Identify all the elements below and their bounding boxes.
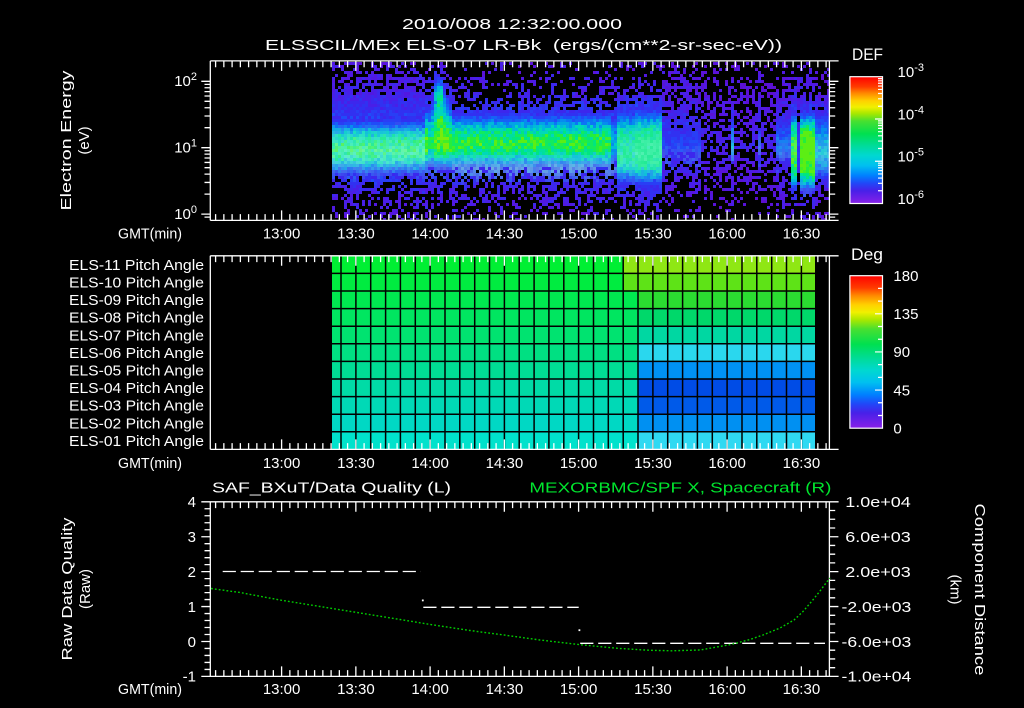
svg-text:14:00: 14:00 [411,681,449,698]
svg-text:GMT(min): GMT(min) [118,455,182,472]
svg-text:13:00: 13:00 [263,225,301,242]
svg-text:(eV): (eV) [76,126,93,154]
svg-text:15:00: 15:00 [560,681,598,698]
svg-text:3: 3 [188,529,196,546]
svg-text:Deg: Deg [851,246,883,264]
svg-text:14:30: 14:30 [486,455,524,472]
svg-text:15:30: 15:30 [634,681,672,698]
svg-text:GMT(min): GMT(min) [118,681,182,698]
svg-text:6.0e+03: 6.0e+03 [845,529,911,546]
svg-text:ELS-10 Pitch Angle: ELS-10 Pitch Angle [69,275,204,292]
svg-text:135: 135 [893,306,918,323]
svg-text:14:00: 14:00 [411,455,449,472]
svg-text:2: 2 [188,564,196,581]
svg-text:ELS-01 Pitch Angle: ELS-01 Pitch Angle [69,433,204,450]
svg-text:13:30: 13:30 [337,681,375,698]
svg-text:ELSSCIL/MEx ELS-07 LR-Bk (erg: ELSSCIL/MEx ELS-07 LR-Bk (ergs/(cm**2-sr… [265,37,782,54]
svg-text:13:30: 13:30 [337,225,375,242]
svg-text:ELS-03 Pitch Angle: ELS-03 Pitch Angle [69,398,204,415]
svg-text:45: 45 [893,382,910,399]
svg-text:15:00: 15:00 [560,225,598,242]
svg-text:ELS-11 Pitch Angle: ELS-11 Pitch Angle [69,257,204,274]
svg-text:14:00: 14:00 [411,225,449,242]
svg-text:180: 180 [893,268,918,285]
svg-text:GMT(min): GMT(min) [118,225,182,242]
svg-text:1.0e+04: 1.0e+04 [845,494,911,511]
svg-text:ELS-06 Pitch Angle: ELS-06 Pitch Angle [69,345,204,362]
svg-text:MEXORBMC/SPF X, Spacecraft (R): MEXORBMC/SPF X, Spacecraft (R) [529,479,831,496]
svg-text:16:30: 16:30 [783,455,821,472]
svg-text:DEF: DEF [852,46,883,64]
svg-text:2.0e+03: 2.0e+03 [845,564,911,581]
svg-text:14:30: 14:30 [486,681,524,698]
svg-text:ELS-04 Pitch Angle: ELS-04 Pitch Angle [69,380,204,397]
svg-text:ELS-08 Pitch Angle: ELS-08 Pitch Angle [69,310,204,327]
svg-text:15:30: 15:30 [634,225,672,242]
svg-text:15:00: 15:00 [560,455,598,472]
svg-text:Component Distance: Component Distance [971,504,988,676]
svg-text:SAF_BXuT/Data Quality (L): SAF_BXuT/Data Quality (L) [212,479,451,496]
svg-text:(Raw): (Raw) [77,569,94,609]
svg-text:ELS-09 Pitch Angle: ELS-09 Pitch Angle [69,292,204,309]
svg-text:0: 0 [188,634,196,651]
svg-text:16:30: 16:30 [783,681,821,698]
svg-text:90: 90 [893,344,910,361]
svg-text:14:30: 14:30 [486,225,524,242]
svg-text:1: 1 [188,599,196,616]
svg-text:-1.0e+04: -1.0e+04 [842,669,912,686]
svg-text:13:00: 13:00 [263,681,301,698]
svg-text:13:30: 13:30 [337,455,375,472]
svg-text:16:00: 16:00 [708,455,746,472]
svg-text:ELS-07 Pitch Angle: ELS-07 Pitch Angle [69,327,204,344]
svg-text:0: 0 [893,421,901,438]
svg-text:-1: -1 [183,669,196,686]
svg-text:2010/008 12:32:00.000: 2010/008 12:32:00.000 [402,16,622,33]
svg-text:13:00: 13:00 [263,455,301,472]
svg-text:15:30: 15:30 [634,455,672,472]
svg-text:16:00: 16:00 [708,225,746,242]
svg-text:ELS-05 Pitch Angle: ELS-05 Pitch Angle [69,363,204,380]
svg-text:(km): (km) [947,575,964,605]
svg-text:-6.0e+03: -6.0e+03 [842,634,912,651]
svg-text:Electron Energy: Electron Energy [58,70,75,211]
svg-text:Raw Data Quality: Raw Data Quality [59,517,76,661]
svg-text:4: 4 [188,494,196,511]
svg-text:ELS-02 Pitch Angle: ELS-02 Pitch Angle [69,415,204,432]
svg-text:16:30: 16:30 [783,225,821,242]
svg-text:16:00: 16:00 [708,681,746,698]
svg-text:-2.0e+03: -2.0e+03 [842,599,912,616]
